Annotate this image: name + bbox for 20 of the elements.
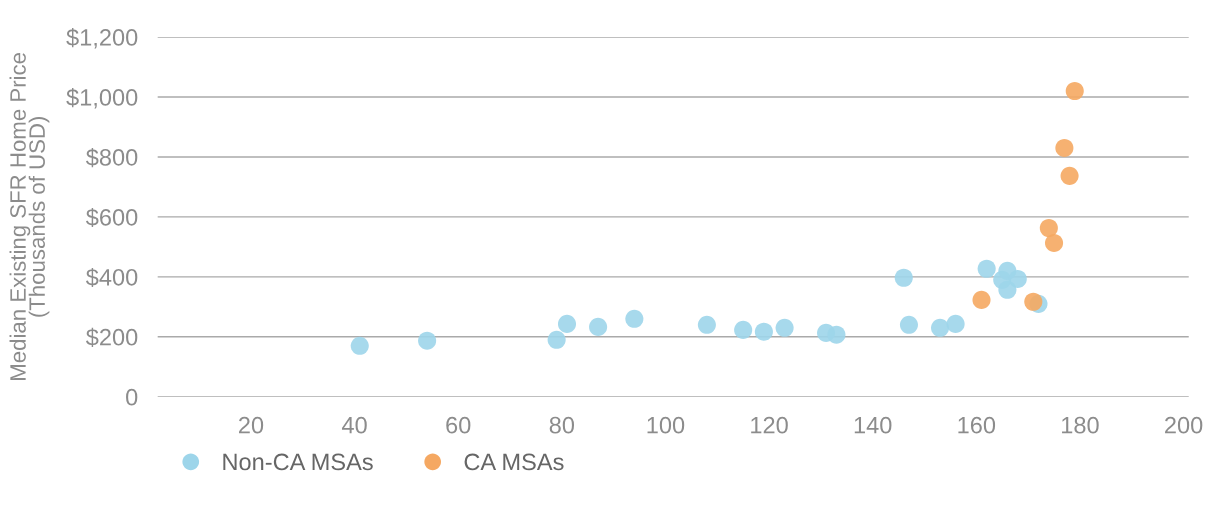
x-tick-label: 60 bbox=[446, 416, 471, 434]
x-tick-label: 140 bbox=[854, 416, 892, 434]
y-tick-label: $200 bbox=[85, 327, 138, 347]
y-tick-label: $1,200 bbox=[66, 28, 138, 49]
x-tick-label: 100 bbox=[647, 416, 685, 434]
y-axis-title: Median Existing SFR Home Price (Thousands of USD) bbox=[9, 53, 50, 380]
x-tick-label: 40 bbox=[341, 416, 367, 434]
legend-label: Non-CA MSAs bbox=[223, 453, 373, 471]
x-tick-label: 120 bbox=[751, 416, 788, 434]
y-tick-label: $400 bbox=[85, 267, 138, 288]
x-tick-label: 160 bbox=[958, 416, 996, 434]
y-tick-label: 0 bbox=[126, 388, 138, 406]
x-tick-label: 20 bbox=[239, 416, 264, 434]
legend-label: CA MSAs bbox=[464, 453, 564, 471]
x-tick-label: 200 bbox=[1165, 416, 1203, 434]
y-tick-label: $600 bbox=[85, 207, 138, 228]
x-tick-label: 80 bbox=[549, 416, 575, 434]
y-tick-label: $1,000 bbox=[66, 88, 138, 109]
y-tick-label: $800 bbox=[85, 148, 138, 168]
x-tick-label: 180 bbox=[1062, 416, 1099, 434]
